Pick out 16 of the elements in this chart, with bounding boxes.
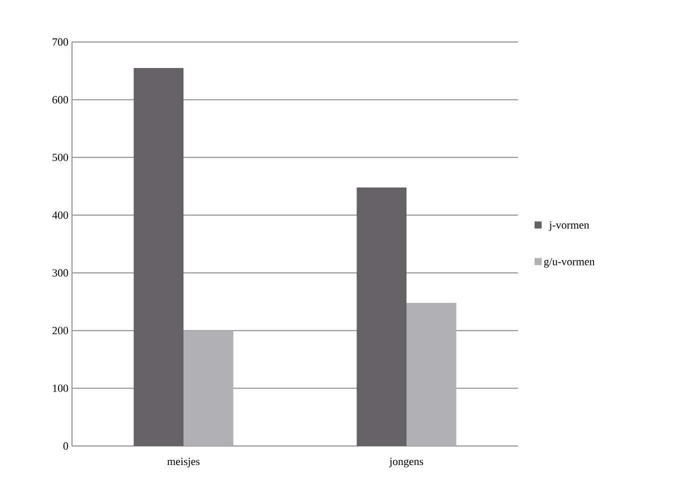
bar — [184, 330, 234, 446]
bar — [356, 187, 407, 446]
legend-label: g/u-vormen — [544, 258, 595, 268]
y-tick-label: 200 — [52, 326, 68, 334]
y-tick-label: 500 — [52, 154, 68, 162]
y-tick-label: 100 — [53, 384, 68, 392]
y-tick-label: 0 — [63, 442, 68, 450]
x-tick-label: jongens — [389, 458, 424, 468]
bar — [134, 68, 184, 446]
x-tick-label: meisjes — [167, 458, 200, 468]
legend-label: j-vormen — [548, 221, 590, 231]
y-tick-label: 600 — [52, 96, 68, 104]
y-tick-label: 700 — [52, 38, 68, 46]
bar — [406, 302, 456, 446]
y-tick-label: 300 — [52, 269, 68, 277]
y-tick-label: 400 — [52, 211, 68, 219]
